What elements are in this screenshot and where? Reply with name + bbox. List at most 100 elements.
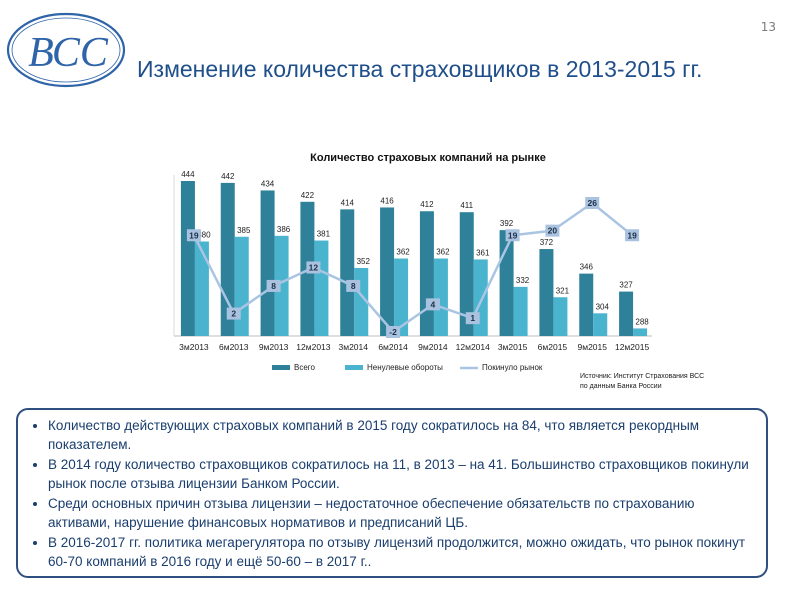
left-market-label: 12 bbox=[309, 263, 319, 273]
legend-swatch-nonzero bbox=[345, 365, 363, 370]
source-line-1: Источник: Институт Страхования ВСС bbox=[580, 373, 705, 380]
bar-total bbox=[340, 209, 355, 336]
chart-source: Источник: Институт Страхования ВСС по да… bbox=[580, 372, 704, 392]
bar-nonzero-label: 288 bbox=[635, 317, 649, 326]
bar-nonzero-label: 361 bbox=[476, 248, 490, 257]
chart-title: Количество страховых компаний на рынке bbox=[310, 152, 546, 164]
source-line-2: по данным Банка России bbox=[580, 383, 662, 390]
bar-total-label: 444 bbox=[181, 170, 195, 179]
category-label: 9м2014 bbox=[418, 342, 448, 352]
left-market-label-box bbox=[625, 229, 640, 242]
left-market-label-box bbox=[425, 298, 440, 311]
left-market-label-box bbox=[386, 326, 401, 338]
bar-nonzero-label: 380 bbox=[197, 230, 211, 239]
bar-total-label: 434 bbox=[261, 179, 275, 188]
bar-total-label: 416 bbox=[380, 196, 394, 205]
bar-nonzero bbox=[314, 240, 329, 336]
bar-nonzero bbox=[194, 241, 209, 336]
left-market-label: 8 bbox=[271, 281, 276, 291]
bar-nonzero bbox=[234, 236, 249, 336]
legend-label-total: Всего bbox=[294, 363, 316, 372]
category-label: 9м2015 bbox=[578, 342, 608, 352]
legend-label-nonzero: Ненулевые обороты bbox=[367, 363, 443, 372]
bar-total-label: 411 bbox=[460, 201, 473, 210]
left-market-label-box bbox=[186, 229, 201, 242]
left-market-label: 19 bbox=[189, 230, 199, 240]
left-market-label-box bbox=[346, 279, 361, 292]
bar-total bbox=[180, 181, 195, 336]
left-market-label-box bbox=[545, 224, 560, 237]
bar-nonzero-label: 386 bbox=[277, 225, 291, 234]
left-market-label-box bbox=[505, 229, 520, 242]
left-market-label: 8 bbox=[351, 281, 356, 291]
left-market-label: 26 bbox=[588, 198, 598, 208]
summary-bullet: Количество действующих страховых компани… bbox=[48, 416, 754, 454]
legend-label-left: Покинуло рынок bbox=[482, 363, 543, 372]
bar-total-label: 442 bbox=[221, 172, 235, 181]
left-market-label: 1 bbox=[470, 313, 475, 323]
bar-nonzero-label: 304 bbox=[596, 302, 610, 311]
bar-nonzero bbox=[593, 313, 608, 336]
bar-total-label: 412 bbox=[420, 200, 434, 209]
left-market-label: -2 bbox=[389, 327, 397, 337]
bar-nonzero bbox=[274, 235, 289, 336]
summary-list: Количество действующих страховых компани… bbox=[28, 416, 754, 571]
category-label: 3м2013 bbox=[179, 342, 209, 352]
bar-total bbox=[380, 207, 395, 336]
bar-nonzero-label: 352 bbox=[357, 257, 371, 266]
bar-total bbox=[579, 273, 594, 336]
category-label: 12м2015 bbox=[615, 342, 649, 352]
summary-bullet: Среди основных причин отзыва лицензии – … bbox=[48, 494, 754, 532]
left-market-label: 19 bbox=[508, 230, 518, 240]
bar-total bbox=[459, 212, 474, 336]
bar-nonzero-label: 381 bbox=[317, 230, 331, 239]
left-market-label: 2 bbox=[231, 309, 236, 319]
bar-nonzero bbox=[633, 328, 648, 336]
bar-nonzero-label: 362 bbox=[396, 248, 410, 257]
left-market-label: 4 bbox=[431, 299, 436, 309]
bar-total bbox=[260, 190, 275, 336]
bar-total-label: 327 bbox=[619, 281, 633, 290]
bar-nonzero bbox=[394, 258, 409, 336]
bar-nonzero bbox=[433, 258, 448, 336]
bar-total-label: 372 bbox=[540, 238, 554, 247]
bar-total bbox=[419, 211, 434, 336]
bar-nonzero bbox=[513, 286, 528, 336]
category-label: 12м2013 bbox=[296, 342, 330, 352]
bar-total-label: 346 bbox=[580, 263, 594, 272]
category-label: 9м2013 bbox=[259, 342, 289, 352]
left-market-label-box bbox=[465, 312, 480, 325]
category-label: 6м2015 bbox=[538, 342, 568, 352]
left-market-label-box bbox=[266, 279, 281, 292]
bar-nonzero bbox=[473, 259, 488, 336]
left-market-label: 20 bbox=[548, 226, 558, 236]
left-market-label: 19 bbox=[627, 230, 637, 240]
category-label: 3м2015 bbox=[498, 342, 528, 352]
bar-total-label: 422 bbox=[301, 191, 315, 200]
category-label: 12м2014 bbox=[456, 342, 490, 352]
slide-title: Изменение количества страховщиков в 2013… bbox=[137, 56, 703, 82]
bar-nonzero-label: 385 bbox=[237, 226, 251, 235]
category-label: 6м2013 bbox=[219, 342, 249, 352]
category-label: 6м2014 bbox=[378, 342, 408, 352]
bar-nonzero bbox=[553, 297, 568, 336]
summary-bullet: В 2014 году количество страховщиков сокр… bbox=[48, 455, 754, 493]
left-market-label-box bbox=[585, 197, 600, 209]
summary-box: Количество действующих страховых компани… bbox=[16, 408, 768, 578]
bar-total-label: 392 bbox=[500, 219, 514, 228]
left-market-label-box bbox=[306, 261, 321, 274]
bar-total-label: 414 bbox=[341, 198, 355, 207]
bar-total bbox=[539, 249, 554, 336]
bar-total bbox=[220, 182, 235, 336]
bar-nonzero-label: 362 bbox=[436, 248, 450, 257]
logo-text: ВСС bbox=[28, 30, 109, 76]
left-market-label-box bbox=[226, 307, 241, 320]
bar-total bbox=[619, 291, 634, 336]
summary-bullet: В 2016-2017 гг. политика мегарегулятора … bbox=[48, 533, 754, 571]
bss-logo: ВСС bbox=[6, 12, 126, 88]
page-number: 13 bbox=[760, 20, 776, 34]
bar-nonzero-label: 321 bbox=[556, 286, 570, 295]
bar-nonzero-label: 332 bbox=[516, 276, 530, 285]
legend-swatch-total bbox=[272, 365, 290, 370]
insurers-chart: Количество страховых компаний на рынке 4… bbox=[173, 152, 652, 372]
